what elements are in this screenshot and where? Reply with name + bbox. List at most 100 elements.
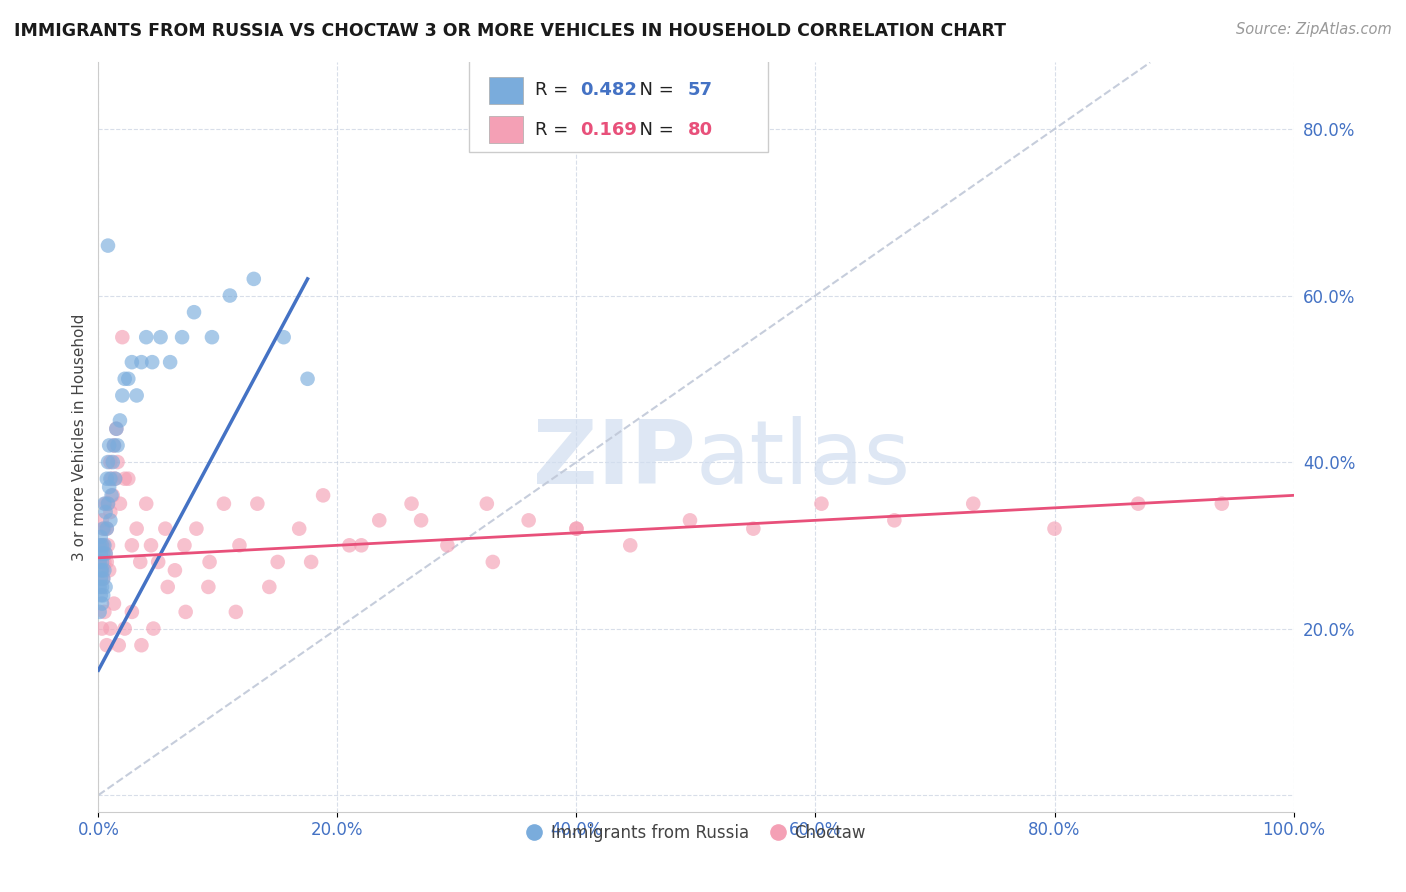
- Point: [172, 330, 194, 344]
- Point: [91, 547, 114, 561]
- Point: [114, 472, 136, 486]
- Point: [98, 472, 122, 486]
- Point: [91, 572, 114, 586]
- Point: [228, 538, 250, 552]
- Point: [89, 605, 111, 619]
- Point: [121, 538, 143, 552]
- Point: [93, 555, 115, 569]
- Point: [111, 388, 134, 402]
- Point: [89, 555, 111, 569]
- FancyBboxPatch shape: [489, 116, 523, 143]
- Text: N =: N =: [628, 81, 679, 99]
- Point: [339, 538, 361, 552]
- Point: [94, 547, 117, 561]
- Point: [100, 488, 122, 502]
- Point: [96, 472, 118, 486]
- Point: [174, 605, 197, 619]
- Point: [350, 538, 373, 552]
- Point: [94, 547, 117, 561]
- Point: [114, 622, 136, 636]
- Point: [481, 555, 505, 569]
- Point: [96, 522, 118, 536]
- Point: [619, 538, 641, 552]
- Text: ZIP: ZIP: [533, 416, 696, 503]
- Point: [225, 605, 247, 619]
- Point: [243, 272, 266, 286]
- Point: [93, 538, 115, 552]
- Text: IMMIGRANTS FROM RUSSIA VS CHOCTAW 3 OR MORE VEHICLES IN HOUSEHOLD CORRELATION CH: IMMIGRANTS FROM RUSSIA VS CHOCTAW 3 OR M…: [14, 22, 1007, 40]
- Point: [94, 497, 117, 511]
- Point: [142, 622, 165, 636]
- Point: [93, 497, 115, 511]
- Point: [103, 597, 125, 611]
- Point: [91, 597, 114, 611]
- Point: [90, 547, 112, 561]
- Point: [90, 538, 112, 552]
- Text: N =: N =: [628, 120, 679, 138]
- Point: [90, 588, 112, 602]
- Point: [100, 472, 122, 486]
- Point: [89, 580, 111, 594]
- Point: [679, 513, 702, 527]
- Point: [962, 497, 984, 511]
- Point: [108, 413, 131, 427]
- Point: [91, 538, 114, 552]
- Point: [97, 455, 120, 469]
- Point: [475, 497, 498, 511]
- Point: [201, 330, 224, 344]
- Point: [129, 555, 152, 569]
- Point: [91, 555, 114, 569]
- Point: [91, 588, 114, 602]
- Point: [97, 497, 120, 511]
- Point: [97, 538, 120, 552]
- Point: [368, 513, 391, 527]
- Point: [246, 497, 269, 511]
- Legend: Immigrants from Russia, Choctaw: Immigrants from Russia, Choctaw: [519, 817, 873, 848]
- Point: [212, 497, 235, 511]
- Point: [93, 563, 115, 577]
- Point: [1043, 522, 1066, 536]
- Point: [90, 530, 112, 544]
- Point: [91, 538, 114, 552]
- Point: [91, 522, 114, 536]
- Point: [96, 638, 118, 652]
- Point: [98, 622, 122, 636]
- Y-axis label: 3 or more Vehicles in Household: 3 or more Vehicles in Household: [72, 313, 87, 561]
- Text: R =: R =: [534, 120, 574, 138]
- Point: [565, 522, 588, 536]
- Point: [411, 513, 433, 527]
- Point: [259, 580, 281, 594]
- Point: [111, 330, 134, 344]
- Point: [183, 305, 205, 319]
- Point: [93, 605, 115, 619]
- Point: [186, 522, 208, 536]
- Point: [197, 580, 219, 594]
- Point: [159, 355, 181, 369]
- Point: [98, 513, 122, 527]
- Point: [107, 438, 129, 452]
- Text: atlas: atlas: [696, 416, 911, 503]
- Point: [565, 522, 588, 536]
- Text: 0.169: 0.169: [581, 120, 637, 138]
- Point: [103, 438, 125, 452]
- Point: [401, 497, 423, 511]
- Point: [89, 555, 111, 569]
- Point: [155, 522, 177, 536]
- Point: [103, 438, 125, 452]
- Point: [312, 488, 335, 502]
- Point: [141, 355, 163, 369]
- Point: [104, 472, 127, 486]
- Point: [107, 638, 129, 652]
- Point: [1128, 497, 1150, 511]
- Point: [135, 330, 157, 344]
- Point: [121, 605, 143, 619]
- Point: [267, 555, 290, 569]
- Point: [742, 522, 765, 536]
- Point: [97, 497, 120, 511]
- Point: [299, 555, 322, 569]
- Point: [131, 638, 153, 652]
- Point: [297, 372, 319, 386]
- Point: [101, 455, 124, 469]
- Point: [1211, 497, 1233, 511]
- Point: [883, 513, 905, 527]
